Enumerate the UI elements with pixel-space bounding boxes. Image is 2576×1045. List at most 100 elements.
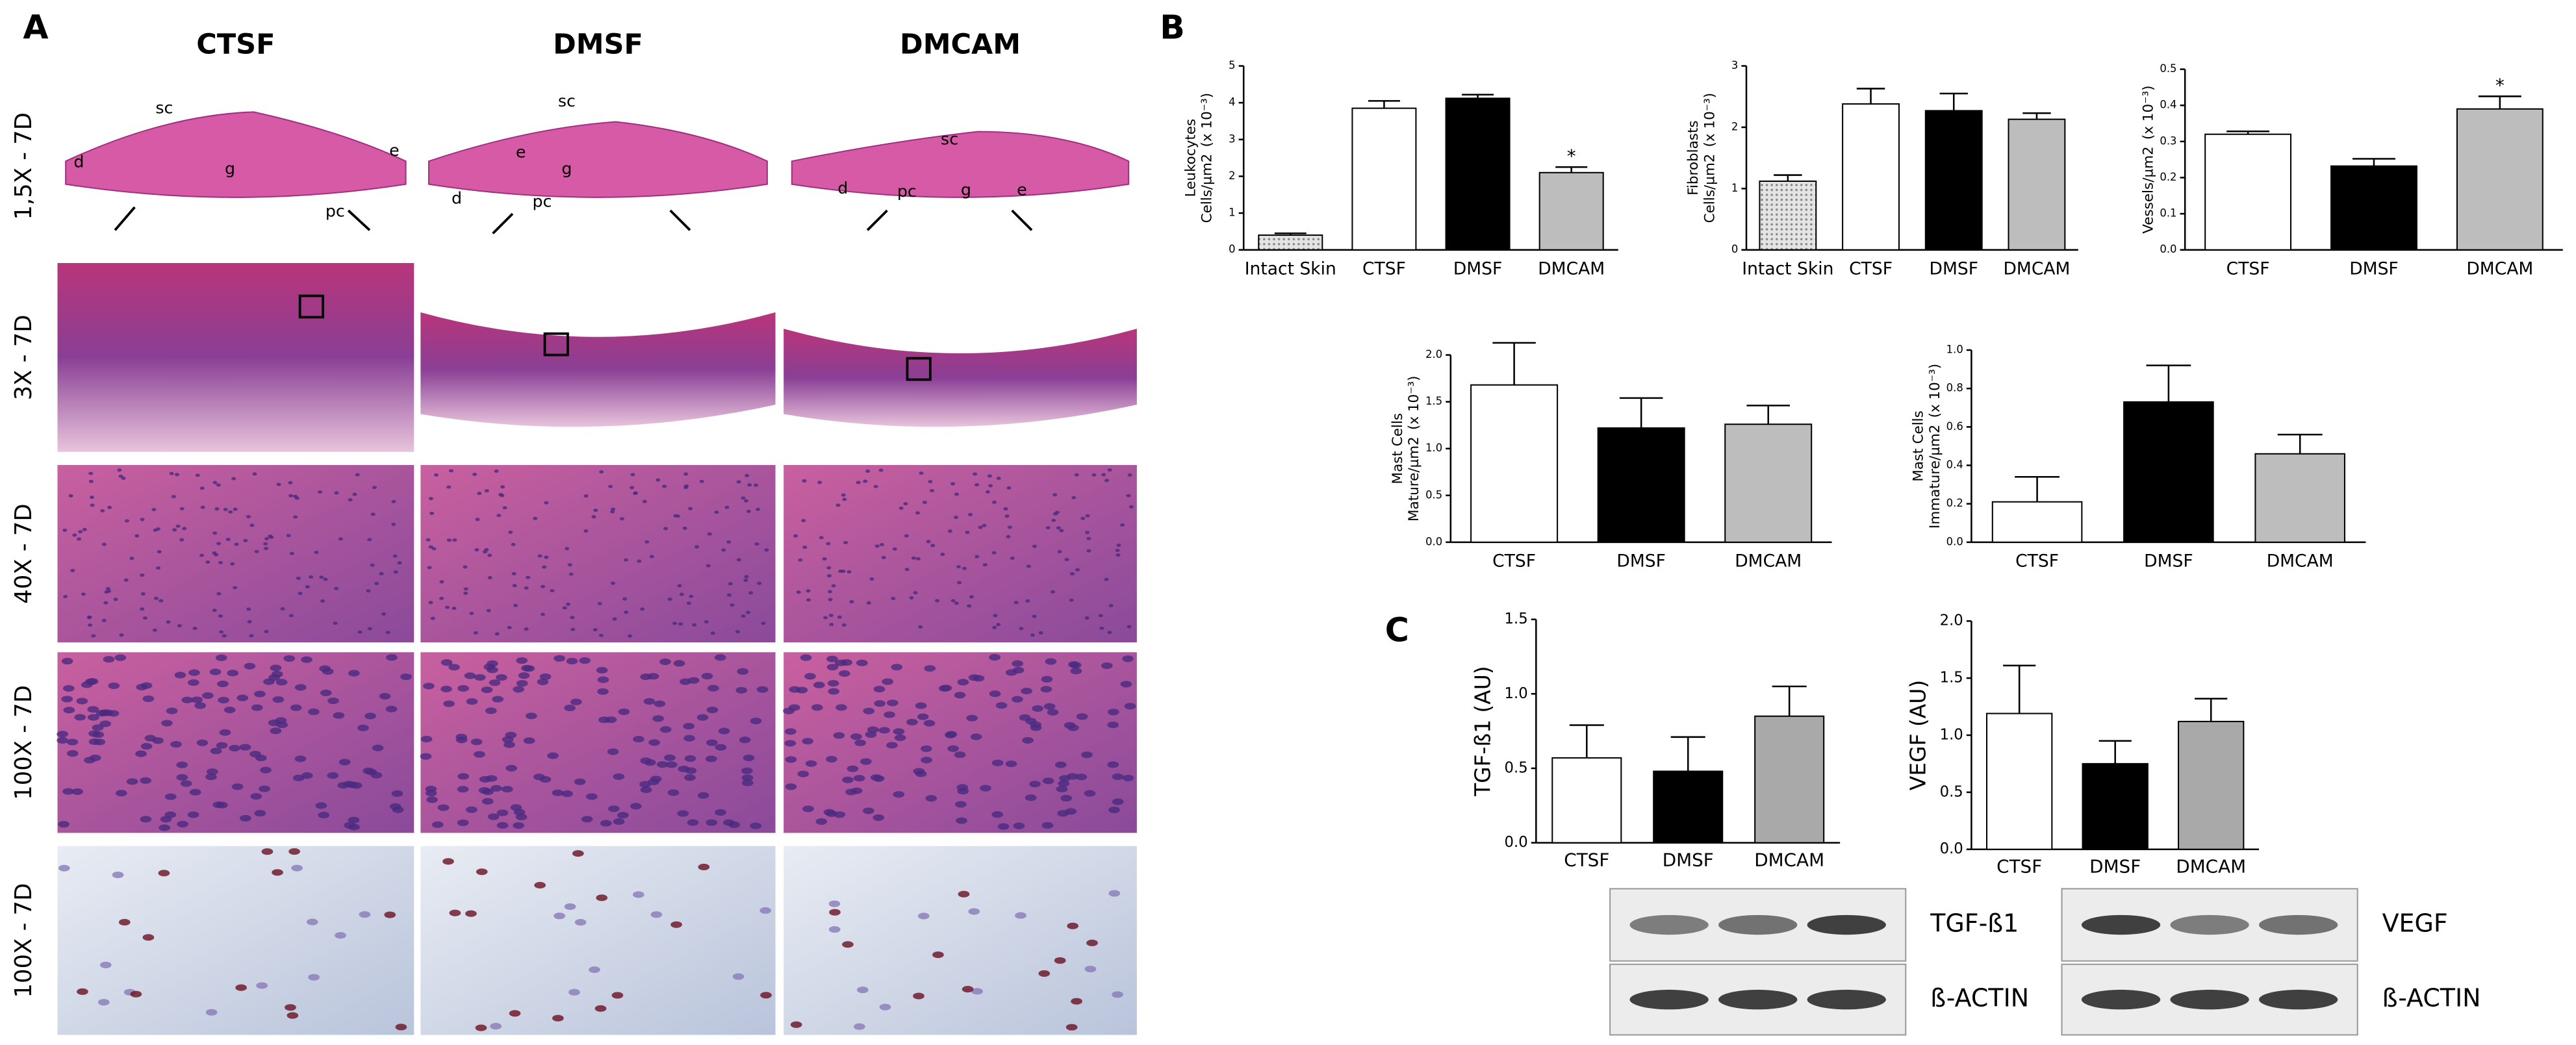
cell xyxy=(673,660,685,667)
cell xyxy=(395,1024,407,1031)
cell xyxy=(74,714,86,721)
bar xyxy=(1551,757,1622,844)
cell xyxy=(827,680,839,687)
cell xyxy=(962,566,967,570)
arrow xyxy=(114,206,136,231)
cell xyxy=(501,786,513,793)
cell xyxy=(429,511,435,515)
cell xyxy=(464,672,476,679)
cell xyxy=(466,698,478,705)
x-tick-label: CTSF xyxy=(2015,551,2059,572)
cell xyxy=(1004,514,1010,518)
cell xyxy=(61,657,73,665)
cell xyxy=(1101,473,1106,477)
cell xyxy=(828,598,833,601)
row-label: 100X - 7D xyxy=(10,685,37,800)
cell xyxy=(487,576,492,580)
tissue-annotation: g xyxy=(225,159,235,178)
cell xyxy=(305,585,310,589)
cell xyxy=(357,724,369,731)
cell xyxy=(235,984,247,991)
cell xyxy=(1086,536,1091,540)
cell xyxy=(1101,662,1113,670)
cell xyxy=(572,850,584,857)
cell xyxy=(831,584,836,588)
cell xyxy=(212,551,217,555)
cell xyxy=(554,913,566,920)
x-tick-label: DMCAM xyxy=(1754,849,1824,870)
cell xyxy=(956,784,969,791)
y-axis-label: Leukocytes xyxy=(1182,119,1199,197)
cell xyxy=(439,596,444,600)
row-label: 1,5X - 7D xyxy=(10,112,37,220)
cell xyxy=(496,822,509,829)
cell xyxy=(323,577,328,581)
tissue-annotation: sc xyxy=(558,92,576,110)
x-tick-label: DMCAM xyxy=(1538,259,1605,279)
cell xyxy=(969,595,974,599)
cell xyxy=(802,546,808,549)
cell xyxy=(485,707,497,714)
cell xyxy=(611,992,624,999)
cell xyxy=(315,802,327,809)
y-tick-label: 0.0 xyxy=(1940,840,1963,857)
cell xyxy=(338,759,351,766)
cell xyxy=(174,473,180,477)
cell xyxy=(561,790,574,798)
arrow xyxy=(1011,209,1033,231)
cell xyxy=(156,566,161,570)
cell xyxy=(743,499,748,503)
cell xyxy=(476,868,488,875)
cell xyxy=(1040,686,1052,693)
cell xyxy=(487,666,498,674)
cell xyxy=(1042,777,1054,785)
cell xyxy=(672,622,678,625)
cell xyxy=(372,486,377,490)
cell xyxy=(346,781,358,788)
cell xyxy=(470,738,483,746)
cell xyxy=(683,472,689,476)
x-tick-label: DMSF xyxy=(1663,849,1714,870)
y-tick-label: 0 xyxy=(1229,243,1235,255)
cell xyxy=(194,702,207,709)
x-tick-label: DMCAM xyxy=(2003,259,2070,279)
cell xyxy=(637,559,642,563)
cell xyxy=(140,816,152,823)
cell xyxy=(481,798,494,805)
cell xyxy=(923,720,936,727)
cell xyxy=(1007,525,1013,529)
cell xyxy=(643,698,656,705)
cell xyxy=(845,788,857,796)
cell xyxy=(806,598,811,602)
cell xyxy=(113,598,118,601)
cell xyxy=(205,774,217,781)
cell xyxy=(259,785,270,792)
cell xyxy=(254,810,266,817)
cell xyxy=(1076,713,1088,720)
cell xyxy=(744,575,749,579)
cell xyxy=(993,614,998,618)
cell xyxy=(552,1014,564,1022)
cell xyxy=(735,630,740,634)
x-tick-label: CTSF xyxy=(1996,856,2042,877)
cell xyxy=(117,468,122,472)
y-axis-label-text: Fibroblasts xyxy=(1685,120,1702,195)
cell xyxy=(103,601,108,605)
y-tick-label: 1.0 xyxy=(1425,442,1442,454)
cell xyxy=(759,907,772,914)
cell xyxy=(825,755,837,762)
cell xyxy=(930,544,936,548)
cell xyxy=(1015,912,1027,919)
cell xyxy=(913,768,925,775)
cell xyxy=(1064,557,1069,562)
cell xyxy=(978,525,983,529)
cell xyxy=(1127,473,1132,477)
cell xyxy=(989,690,1001,698)
cell xyxy=(539,673,552,680)
cell xyxy=(283,655,296,662)
cell xyxy=(425,790,437,797)
cell xyxy=(474,674,486,681)
cell xyxy=(252,472,257,476)
